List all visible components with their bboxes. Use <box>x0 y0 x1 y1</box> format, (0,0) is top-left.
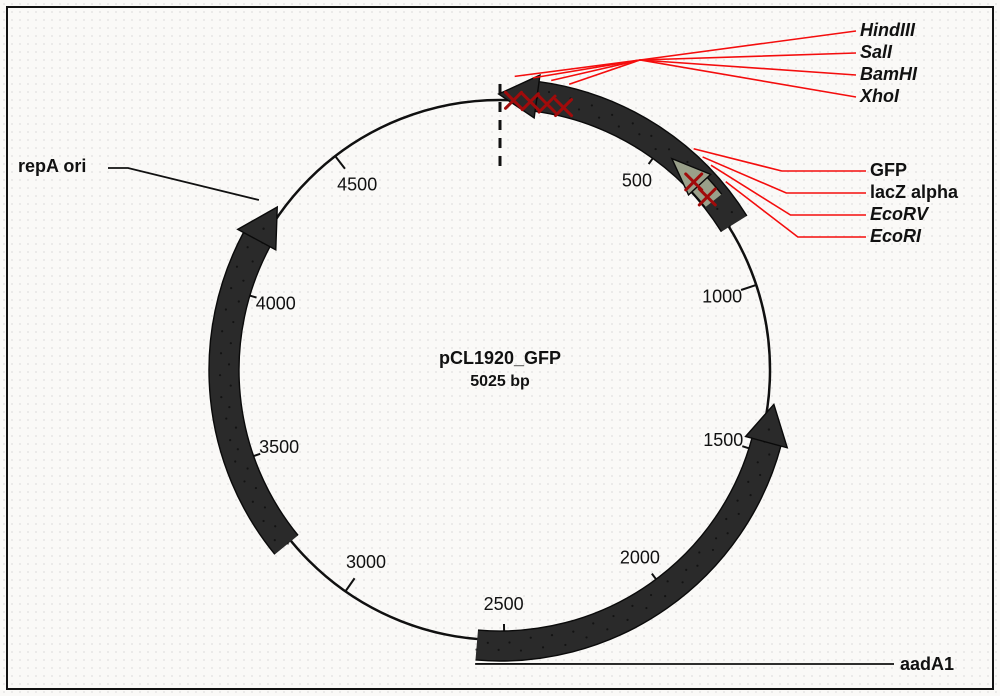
plasmid-map: 500 1000 1500 2000 2500 3000 3500 4000 4500 Hind… <box>0 0 1000 696</box>
callout-xhoi: XhoI <box>859 86 900 106</box>
feature-arcs <box>209 75 787 661</box>
callout-sali: SalI <box>860 42 893 62</box>
callout-bamhi: BamHI <box>860 64 918 84</box>
callout-hindiii: HindIII <box>860 20 916 40</box>
tick-label: 4000 <box>256 293 296 313</box>
tick-label: 1000 <box>702 286 742 306</box>
tick-label: 3000 <box>346 552 386 572</box>
tick-label: 2500 <box>484 594 524 614</box>
tick-label: 500 <box>622 170 652 190</box>
callout-ecorv: EcoRV <box>870 204 930 224</box>
feature-arc-aada1 <box>477 442 767 646</box>
callout-lacz-alpha: lacZ alpha <box>870 182 959 202</box>
tick-label: 1500 <box>703 430 743 450</box>
callout-gfp: GFP <box>870 160 907 180</box>
plasmid-size: 5025 bp <box>470 373 530 390</box>
plasmid-name: pCL1920_GFP <box>439 348 561 368</box>
tick-label: 4500 <box>337 175 377 195</box>
callout-ecori: EcoRI <box>870 226 922 246</box>
tick-label: 3500 <box>259 437 299 457</box>
callout-aada1: aadA1 <box>900 654 954 674</box>
callout-labels: HindIIISalIBamHIXhoI GFPlacZ alphaEcoRVEc… <box>18 20 959 674</box>
tick-label: 2000 <box>620 548 660 568</box>
callout-repa-ori: repA ori <box>18 156 86 176</box>
feature-arc-repa-ori <box>224 240 286 545</box>
